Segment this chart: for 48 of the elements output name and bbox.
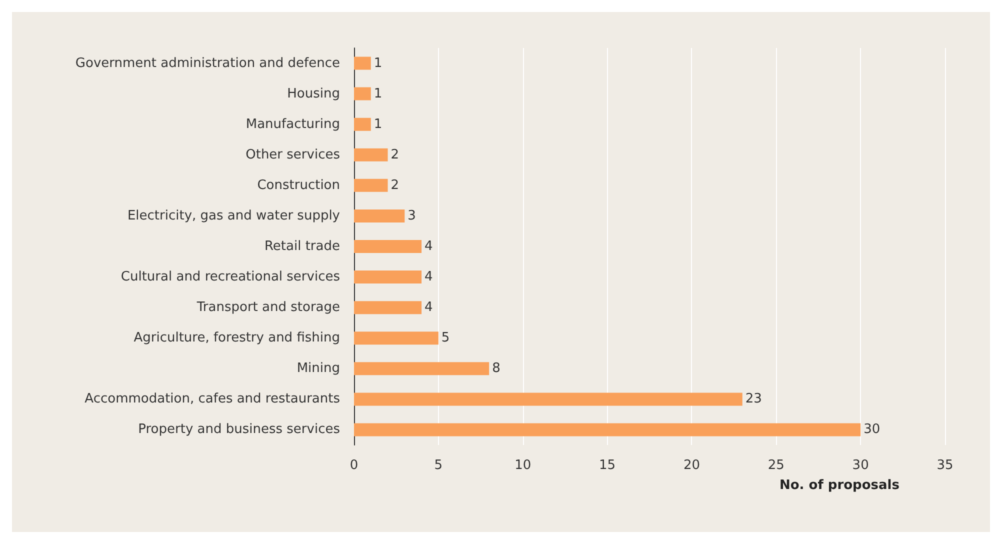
bar xyxy=(354,56,371,70)
y-tick-label: Agriculture, forestry and fishing xyxy=(134,330,340,346)
bar xyxy=(354,178,388,192)
bar xyxy=(354,118,371,131)
x-tick-label: 0 xyxy=(350,458,358,473)
y-tick-label: Construction xyxy=(257,178,340,193)
data-label: 1 xyxy=(374,86,382,102)
x-tick-label: 15 xyxy=(599,458,616,473)
x-tick-label: 35 xyxy=(936,458,954,473)
bar xyxy=(354,362,490,376)
data-label: 3 xyxy=(408,208,416,224)
y-tick-label: Mining xyxy=(296,361,340,376)
bar xyxy=(354,209,405,222)
y-tick-label: Electricity, gas and water supply xyxy=(127,208,340,224)
data-label: 4 xyxy=(424,270,433,285)
data-label: 1 xyxy=(374,116,382,132)
x-tick-label: 20 xyxy=(683,458,700,473)
data-label: 2 xyxy=(390,178,400,193)
x-tick-label: 25 xyxy=(768,458,784,473)
y-tick-label: Retail trade xyxy=(264,239,340,254)
y-tick-label: Other services xyxy=(246,147,340,162)
x-axis-title: No. of proposals xyxy=(780,478,900,493)
y-tick-label: Property and business services xyxy=(138,422,340,438)
y-tick-label: Transport and storage xyxy=(196,300,340,316)
data-label: 30 xyxy=(864,422,880,438)
data-label: 4 xyxy=(424,300,433,316)
data-label: 8 xyxy=(492,361,500,376)
x-tick-label: 5 xyxy=(434,458,443,473)
bar xyxy=(354,301,422,314)
bar xyxy=(354,332,438,345)
data-label: 23 xyxy=(745,392,762,407)
data-label: 1 xyxy=(374,56,382,71)
bar xyxy=(354,87,371,100)
y-tick-label: Cultural and recreational services xyxy=(120,270,340,285)
y-tick-label: Government administration and defence xyxy=(75,56,340,71)
y-tick-label: Manufacturing xyxy=(246,116,340,132)
bar xyxy=(354,423,861,436)
data-label: 4 xyxy=(424,239,433,254)
bar xyxy=(354,392,742,406)
x-tick-label: 10 xyxy=(514,458,532,473)
y-tick-label: Housing xyxy=(287,86,340,102)
bar xyxy=(354,270,422,284)
data-label: 5 xyxy=(441,330,450,346)
x-tick-label: 30 xyxy=(852,458,869,473)
bar xyxy=(354,240,422,253)
bar xyxy=(354,148,388,162)
data-label: 2 xyxy=(390,147,400,162)
y-tick-label: Accommodation, cafes and restaurants xyxy=(84,392,340,407)
